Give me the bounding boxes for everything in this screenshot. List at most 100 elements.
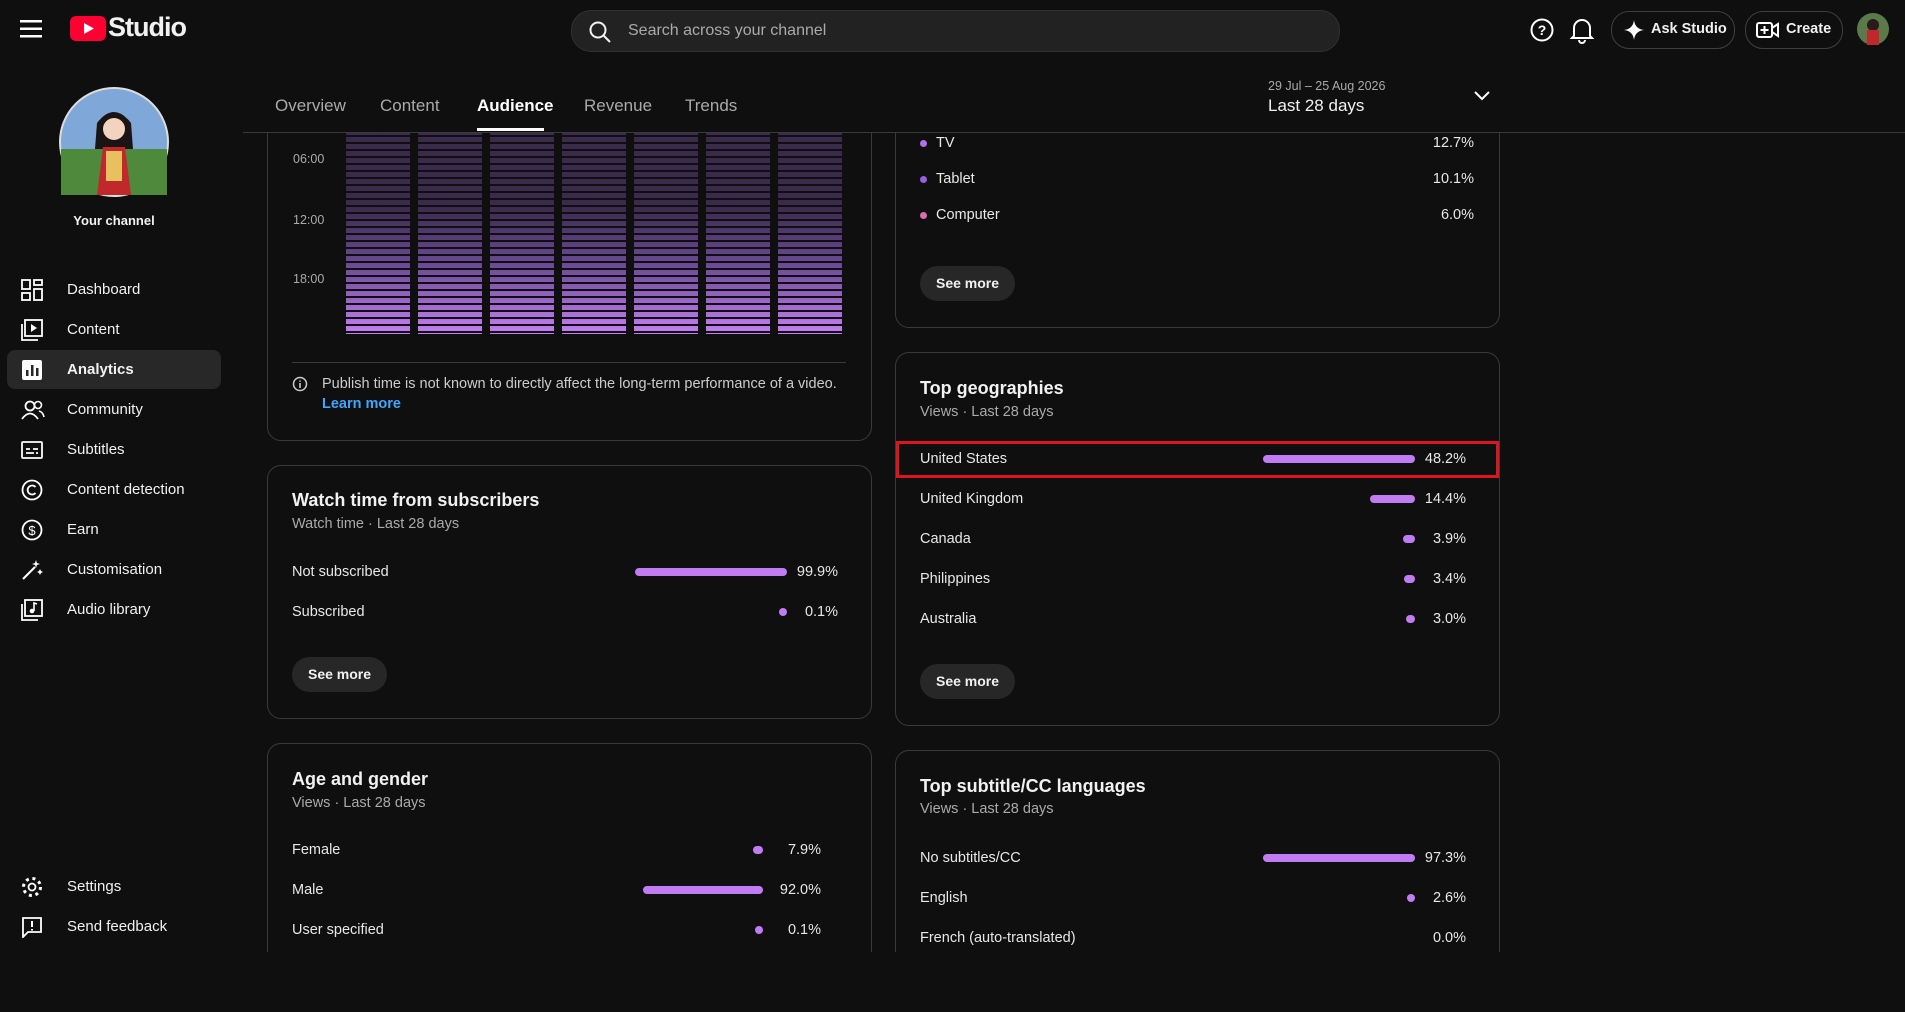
heatmap-column: [490, 133, 554, 334]
row-label: French (auto-translated): [920, 930, 1076, 946]
share-bar: [635, 568, 787, 576]
share-bar: [1407, 894, 1415, 902]
nav-icon: $: [21, 519, 43, 541]
info-icon: [292, 376, 308, 392]
search-box[interactable]: Search across your channel: [571, 10, 1340, 52]
nav-icon: [21, 599, 43, 621]
geographies-card: [895, 352, 1500, 726]
nav-icon: [21, 479, 43, 501]
nav-label: Settings: [67, 878, 122, 895]
nav-icon: [21, 400, 45, 420]
create-label: Create: [1786, 21, 1832, 37]
row-label: United States: [920, 451, 1008, 467]
menu-icon[interactable]: [20, 18, 46, 40]
date-range-dates[interactable]: 29 Jul – 25 Aug 2026: [1268, 79, 1386, 93]
see-more-button[interactable]: See more: [920, 664, 1016, 699]
row-label: Male: [292, 882, 324, 898]
row-label: English: [920, 890, 968, 906]
row-value: 99.9%: [796, 564, 838, 580]
row-value: 2.6%: [1432, 890, 1466, 906]
row-value: 3.0%: [1432, 611, 1466, 627]
row-value: 0.0%: [1432, 930, 1466, 946]
notifications-icon[interactable]: [1569, 16, 1595, 44]
nav-label: Subtitles: [67, 441, 125, 458]
ask-studio-button[interactable]: Ask Studio: [1611, 11, 1735, 49]
heatmap-column: [706, 133, 770, 334]
tab-overview[interactable]: Overview: [275, 96, 346, 115]
logo-icon[interactable]: [70, 16, 106, 41]
share-bar: [1263, 854, 1415, 862]
row-label: User specified: [292, 922, 384, 938]
tab-revenue[interactable]: Revenue: [584, 96, 653, 115]
tab-content[interactable]: Content: [380, 96, 440, 115]
logo-text[interactable]: Studio: [108, 12, 187, 42]
see-more-button[interactable]: See more: [292, 657, 388, 692]
nav-community[interactable]: Community: [7, 390, 221, 429]
create-button[interactable]: Create: [1745, 11, 1843, 49]
nav-icon: [22, 360, 42, 380]
nav-label: Dashboard: [67, 281, 141, 298]
share-bar: [643, 886, 763, 894]
tab-trends[interactable]: Trends: [685, 96, 738, 115]
channel-avatar[interactable]: [59, 87, 169, 197]
row-value: 3.4%: [1432, 571, 1466, 587]
legend-dot: [920, 139, 927, 147]
row-label: Canada: [920, 531, 971, 547]
channel-label[interactable]: Your channel: [73, 213, 155, 228]
share-bar: [752, 846, 763, 854]
nav-subtitles[interactable]: Subtitles: [7, 430, 221, 469]
card-subtitle: Views · Last 28 days: [920, 801, 1054, 817]
share-bar: [755, 926, 763, 934]
row-label: Subscribed: [292, 604, 365, 620]
nav-label: Content: [67, 321, 120, 338]
card-title: Top subtitle/CC languages: [920, 776, 1146, 796]
legend-dot: [920, 211, 927, 219]
heatmap-column: [346, 133, 410, 334]
date-range-label[interactable]: Last 28 days: [1268, 96, 1365, 115]
svg-text:?: ?: [1538, 22, 1547, 38]
hour-label: 06:00: [293, 152, 325, 166]
nav-label: Analytics: [67, 361, 134, 378]
svg-text:$: $: [28, 523, 36, 538]
nav-content-detection[interactable]: Content detection: [7, 470, 221, 509]
row-value: 14.4%: [1424, 491, 1466, 507]
nav-earn[interactable]: $ Earn: [7, 510, 221, 549]
nav-audio-library[interactable]: Audio library: [7, 590, 221, 629]
tab-audience[interactable]: Audience: [477, 96, 554, 115]
hour-label: 18:00: [293, 272, 325, 286]
nav-settings[interactable]: Settings: [7, 867, 221, 906]
nav-analytics[interactable]: Analytics: [7, 350, 221, 389]
see-more-button[interactable]: See more: [920, 266, 1016, 301]
legend-dot: [920, 175, 927, 183]
nav-label: Send feedback: [67, 918, 168, 935]
date-range-chevron[interactable]: [1473, 90, 1491, 102]
help-icon[interactable]: ?: [1529, 17, 1555, 43]
nav-label: Earn: [67, 521, 99, 538]
learn-more-link[interactable]: Learn more: [322, 396, 401, 412]
nav-dashboard[interactable]: Dashboard: [7, 270, 221, 309]
nav-customisation[interactable]: Customisation: [7, 550, 221, 589]
share-bar: [779, 608, 787, 616]
age-gender-card: [267, 743, 872, 952]
account-avatar[interactable]: [1857, 13, 1889, 45]
row-label: Female: [292, 842, 341, 858]
highlight-box: [896, 441, 1499, 478]
row-label: Philippines: [920, 571, 991, 587]
nav-icon: [21, 441, 43, 459]
nav-send-feedback[interactable]: Send feedback: [7, 907, 221, 946]
row-label: No subtitles/CC: [920, 850, 1021, 866]
divider: [292, 362, 846, 363]
search-placeholder: Search across your channel: [628, 22, 827, 39]
row-value: 0.1%: [804, 604, 838, 620]
row-value: 97.3%: [1424, 850, 1466, 866]
nav-icon: [21, 279, 43, 301]
row-value: 0.1%: [787, 922, 821, 938]
hour-label: 12:00: [293, 213, 325, 227]
publish-note: Publish time is not known to directly af…: [322, 376, 837, 392]
row-label: TV: [936, 135, 955, 151]
nav-content[interactable]: Content: [7, 310, 221, 349]
row-label: Computer: [936, 207, 1000, 223]
row-label: Not subscribed: [292, 564, 389, 580]
row-value: 3.9%: [1432, 531, 1466, 547]
row-value: 12.7%: [1432, 135, 1474, 151]
